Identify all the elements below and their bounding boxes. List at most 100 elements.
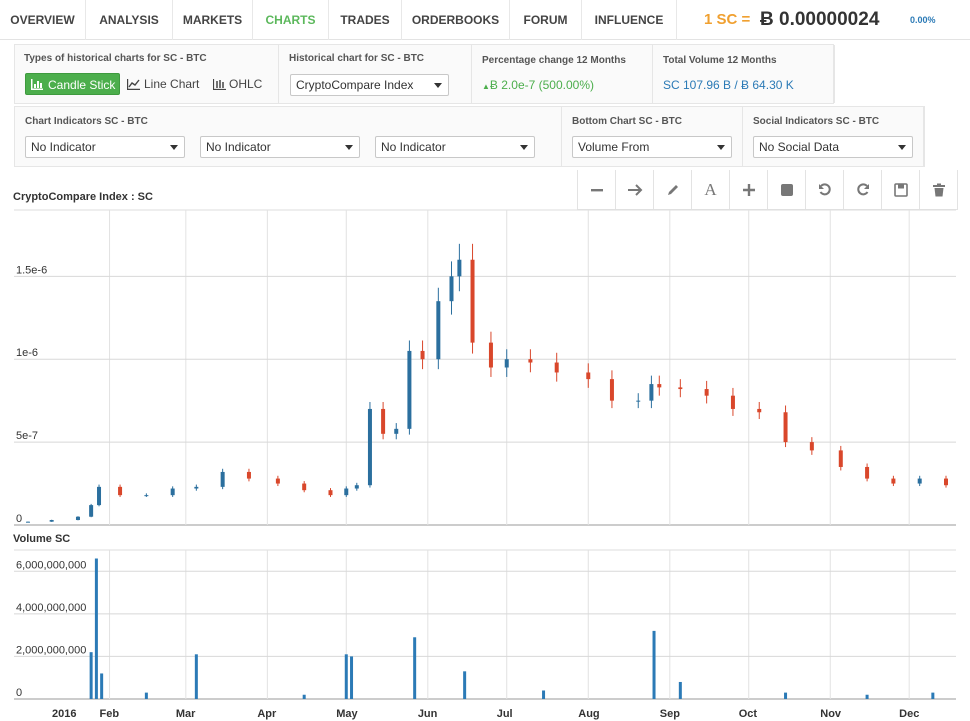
- volume-bar: [678, 681, 682, 699]
- volume-bar: [100, 673, 104, 699]
- tab-trades[interactable]: TRADES: [329, 0, 402, 40]
- volume-bar: [652, 630, 656, 699]
- candle-body: [757, 408, 762, 413]
- caret-down-icon: [345, 145, 353, 150]
- line-chart-button[interactable]: Line Chart: [127, 73, 199, 95]
- volume-bar: [865, 694, 869, 699]
- candle-body: [649, 384, 654, 401]
- candle-body: [704, 389, 709, 396]
- caret-down-icon: [170, 145, 178, 150]
- caret-down-icon: [898, 145, 906, 150]
- ohlc-label: OHLC: [229, 77, 263, 91]
- tab-forum[interactable]: FORUM: [510, 0, 582, 40]
- candle-body: [636, 400, 641, 402]
- tab-influence[interactable]: INFLUENCE: [582, 0, 677, 40]
- chart-controls-row-1: Types of historical charts for SC - BTC …: [14, 44, 835, 104]
- trash-icon[interactable]: [920, 170, 958, 210]
- x-tick-label: Sep: [660, 708, 680, 720]
- redo-icon[interactable]: [844, 170, 882, 210]
- indicator-select-2[interactable]: No Indicator: [200, 136, 360, 158]
- save-icon[interactable]: [882, 170, 920, 210]
- volume-bar: [94, 558, 98, 699]
- candle-body: [457, 259, 462, 277]
- social-indicators-cell: Social Indicators SC - BTC No Social Dat…: [743, 107, 924, 166]
- candle-stick-button[interactable]: Candle Stick: [25, 73, 120, 95]
- ohlc-button[interactable]: OHLC: [213, 73, 262, 95]
- chart-controls-row-2: Chart Indicators SC - BTC No Indicator N…: [14, 106, 925, 167]
- price-label: 1 SC =: [704, 11, 751, 28]
- volume-bar: [144, 692, 148, 699]
- volume-value: SC 107.96 B / Ƀ 64.30 K: [663, 78, 794, 92]
- candle-body: [354, 485, 359, 489]
- candle-body: [420, 350, 425, 360]
- candle-body: [730, 395, 735, 409]
- volume-bar: [413, 637, 417, 699]
- candle-body: [488, 342, 493, 368]
- candle-body: [220, 471, 225, 487]
- plus-icon[interactable]: [730, 170, 768, 210]
- x-tick-label: Feb: [100, 708, 120, 720]
- price-y-tick-label: 0: [16, 513, 22, 525]
- candle-body: [407, 350, 412, 429]
- candle-body: [678, 387, 683, 390]
- candle-body: [394, 428, 399, 434]
- volume-chart-title: Volume SC: [13, 533, 71, 545]
- volume-bar: [194, 654, 198, 699]
- candle-body: [194, 486, 199, 489]
- caret-down-icon: [717, 145, 725, 150]
- candle-body: [26, 521, 30, 523]
- candle-body: [891, 478, 896, 484]
- percentage-change-cell: Percentage change 12 Months ▲Ƀ 2.0e-7 (5…: [472, 45, 653, 103]
- square-icon[interactable]: [768, 170, 806, 210]
- indicator-select-3[interactable]: No Indicator: [375, 136, 535, 158]
- candle-body: [528, 359, 533, 363]
- historical-chart-select[interactable]: CryptoCompare Index: [290, 74, 449, 96]
- candle-body: [246, 471, 251, 479]
- x-tick-label: 2016: [52, 708, 76, 720]
- undo-icon[interactable]: [806, 170, 844, 210]
- social-value: No Social Data: [759, 140, 840, 154]
- indicator-select-1[interactable]: No Indicator: [25, 136, 185, 158]
- x-tick-label: Aug: [578, 708, 599, 720]
- line-chart-icon: [127, 79, 140, 90]
- volume-bar: [350, 656, 354, 699]
- candle-body: [436, 301, 441, 360]
- chart-indicators-cell: Chart Indicators SC - BTC No Indicator N…: [15, 107, 562, 166]
- candle-body: [917, 478, 922, 484]
- line-chart-label: Line Chart: [144, 77, 200, 91]
- indicator-3-value: No Indicator: [381, 140, 446, 154]
- candle-body: [944, 478, 948, 486]
- x-tick-label: Apr: [257, 708, 277, 720]
- candle-body: [504, 359, 509, 368]
- candle-body: [49, 520, 54, 522]
- top-nav: OVERVIEW ANALYSIS MARKETS CHARTS TRADES …: [0, 0, 970, 40]
- indicator-2-value: No Indicator: [206, 140, 271, 154]
- candle-body: [170, 488, 175, 496]
- tab-markets[interactable]: MARKETS: [173, 0, 253, 40]
- text-icon[interactable]: A: [692, 170, 730, 210]
- candle-body: [838, 450, 843, 467]
- x-tick-label: Nov: [820, 708, 842, 720]
- candle-body: [449, 276, 454, 302]
- social-select[interactable]: No Social Data: [753, 136, 913, 158]
- candle-body: [609, 379, 614, 401]
- bottom-chart-select[interactable]: Volume From: [572, 136, 732, 158]
- price-chart-title: CryptoCompare Index : SC: [13, 191, 153, 203]
- candle-body: [554, 362, 559, 373]
- tab-orderbooks[interactable]: ORDERBOOKS: [402, 0, 510, 40]
- candle-body: [144, 495, 149, 497]
- arrow-right-icon[interactable]: [616, 170, 654, 210]
- candle-body: [97, 486, 102, 506]
- minus-icon[interactable]: [578, 170, 616, 210]
- triangle-up-icon: ▲: [482, 82, 490, 91]
- tab-overview[interactable]: OVERVIEW: [0, 0, 86, 40]
- pencil-icon[interactable]: [654, 170, 692, 210]
- tab-analysis[interactable]: ANALYSIS: [86, 0, 173, 40]
- price-value: Ƀ 0.00000024: [760, 9, 880, 30]
- total-volume-cell: Total Volume 12 Months SC 107.96 B / Ƀ 6…: [653, 45, 835, 103]
- volume-y-tick-label: 2,000,000,000: [16, 644, 86, 656]
- volume-y-tick-label: 4,000,000,000: [16, 602, 86, 614]
- tab-charts[interactable]: CHARTS: [253, 0, 329, 40]
- volume-bar: [344, 654, 348, 699]
- candle-body: [865, 466, 870, 479]
